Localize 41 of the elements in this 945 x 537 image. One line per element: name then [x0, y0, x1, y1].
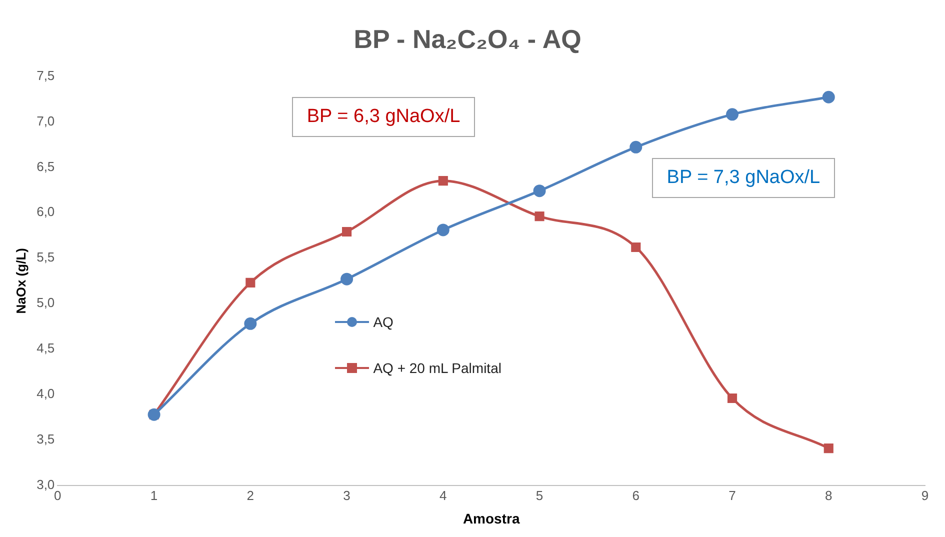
y-tick-label: 5,0 [36, 295, 55, 310]
y-axis-title: NaOx (g/L) [13, 248, 28, 314]
annotation: BP = 7,3 gNaOx/L [652, 158, 836, 198]
y-tick-label: 3,0 [36, 477, 55, 492]
point [630, 140, 642, 154]
point [340, 272, 354, 286]
point [822, 90, 835, 104]
x-tick-label: 3 [343, 488, 350, 503]
y-tick-label: 5,5 [36, 250, 55, 265]
legend-label: AQ + 20 mL Palmital [373, 360, 502, 376]
point [533, 184, 546, 198]
x-tick-label: 8 [825, 488, 832, 503]
x-tick-label: 0 [54, 488, 62, 503]
chart-title: BP - Na₂C₂O₄ - AQ [354, 24, 582, 54]
point [534, 212, 544, 222]
x-tick-label: 7 [728, 488, 736, 503]
point [726, 108, 739, 121]
y-tick-label: 6,5 [36, 158, 55, 174]
point [438, 176, 448, 186]
x-tick-label: 5 [536, 488, 544, 503]
legend-label: AQ [373, 314, 394, 330]
y-tick-label: 4,0 [36, 386, 55, 402]
point [727, 393, 738, 404]
point [244, 317, 257, 330]
y-tick-label: 3,5 [36, 432, 55, 447]
annotation: BP = 6,3 gNaOx/L [292, 96, 476, 137]
y-tick-label: 6,0 [36, 204, 55, 220]
y-tick-label: 7,0 [36, 113, 55, 128]
x-tick-label: 2 [246, 488, 254, 503]
x-tick-label: 6 [632, 488, 640, 503]
point [631, 242, 641, 252]
point [342, 226, 352, 237]
point [824, 444, 834, 454]
x-tick-label: 1 [150, 488, 158, 503]
x-tick-label: 4 [440, 488, 447, 503]
y-tick-label: 7,5 [36, 68, 55, 83]
x-tick-label: 9 [921, 488, 929, 503]
point [436, 224, 450, 236]
point [246, 278, 256, 288]
x-axis-title: Amostra [462, 510, 520, 526]
y-tick-label: 4,5 [36, 340, 55, 356]
